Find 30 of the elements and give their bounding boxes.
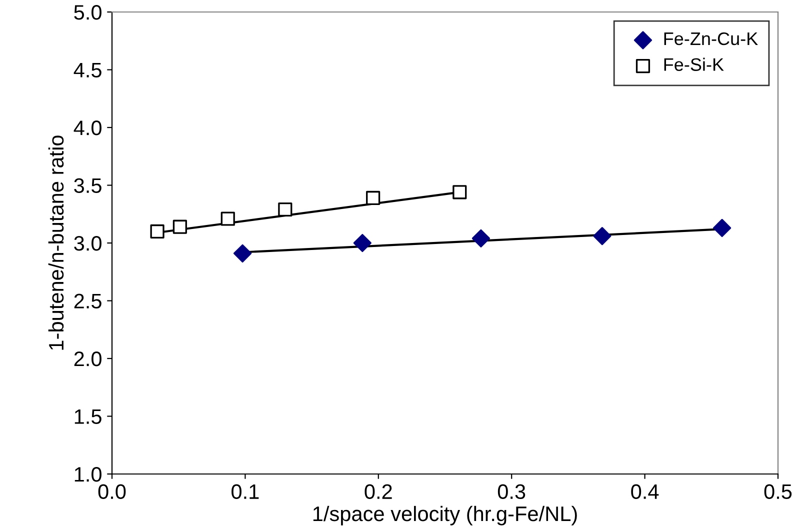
x-tick-label: 0.5 <box>764 484 792 500</box>
point <box>452 185 467 200</box>
x-tick-label: 0.0 <box>98 484 126 500</box>
y-tick-label: 4.5 <box>74 62 102 78</box>
point <box>150 224 164 238</box>
point <box>172 220 187 234</box>
y-tick-label: 1.0 <box>74 467 102 482</box>
y-tick-label: 2.0 <box>74 352 102 366</box>
y-tick-label: 2.5 <box>74 294 102 309</box>
y-tick-label: 4.0 <box>74 120 102 136</box>
point <box>713 218 732 238</box>
point <box>233 244 252 262</box>
point <box>278 202 292 217</box>
legend-label: Fe-Si-K <box>664 58 724 71</box>
point <box>220 212 235 226</box>
y-tick-label: 1.5 <box>74 409 102 424</box>
point <box>353 234 372 252</box>
point <box>366 190 380 205</box>
legend-label: Fe-Zn-Cu-K <box>664 32 758 46</box>
x-tick-label: 0.1 <box>232 484 259 500</box>
x-axis-title: 1/space velocity (hr.g-Fe/NL) <box>313 506 577 526</box>
x-tick-label: 0.2 <box>364 484 392 500</box>
x-tick-label: 0.3 <box>498 484 526 500</box>
point <box>472 229 490 248</box>
point <box>593 227 612 246</box>
y-tick-label: 3.0 <box>74 236 102 251</box>
x-tick-label: 0.4 <box>631 484 659 500</box>
y-tick-label: 5.0 <box>74 5 102 20</box>
y-axis-title: 1-butene/n-butane ratio <box>48 136 64 350</box>
y-tick-label: 3.5 <box>74 178 102 194</box>
